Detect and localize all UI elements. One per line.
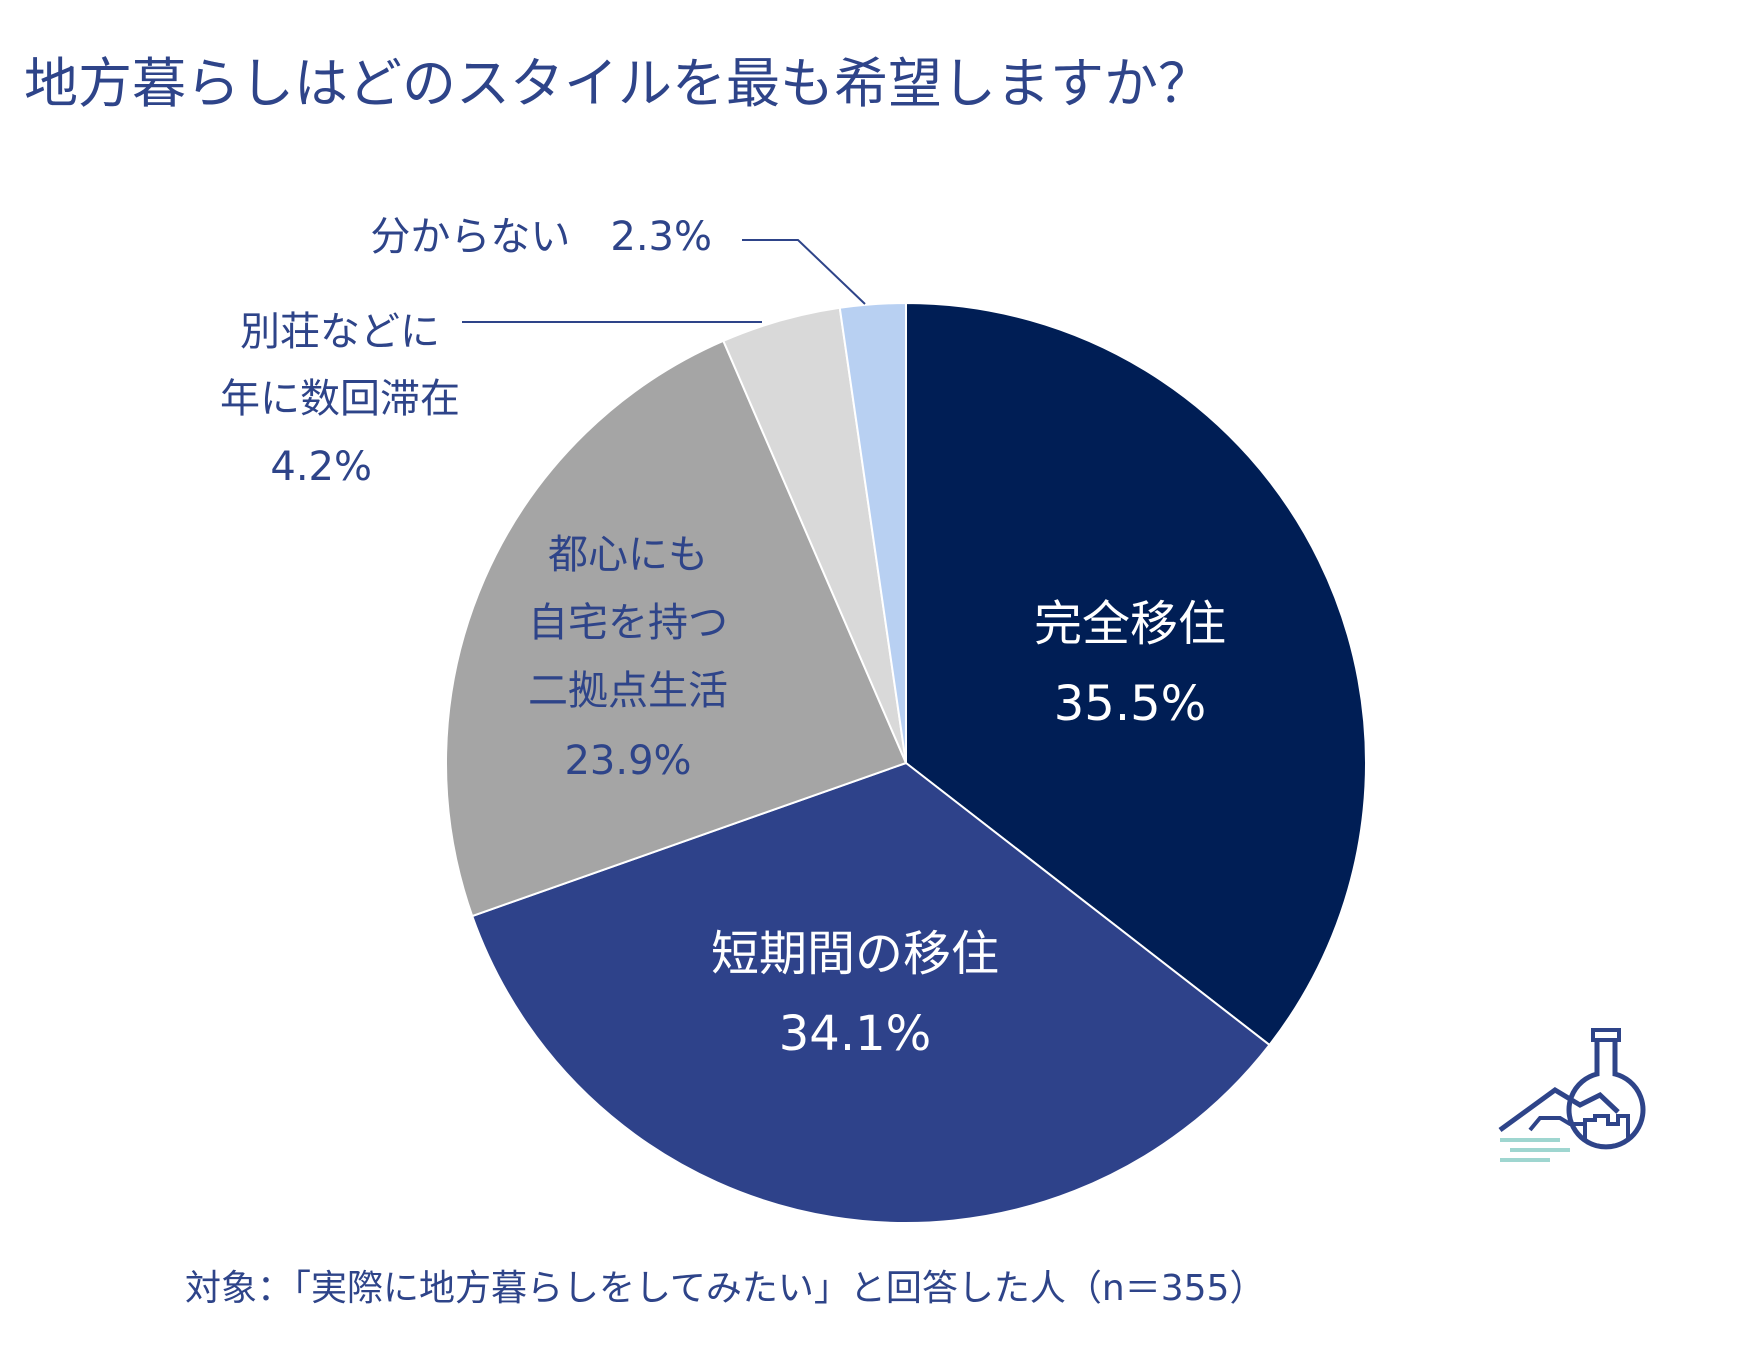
chart-title: 地方暮らしはどのスタイルを最も希望しますか？ — [24, 52, 1212, 115]
slice-value-label: 4.2% — [270, 444, 372, 490]
slice-label-nikyoten: 都心にも 自宅を持つ 二拠点生活 23.9% — [528, 532, 728, 784]
slice-label-wakaranai: 分からない 2.3% — [370, 214, 712, 260]
footnote: 対象：「実際に地方暮らしをしてみたい」と回答した人（n＝355） — [185, 1268, 1265, 1309]
slice-nikyoten — [445, 339, 908, 918]
slice-value-label: 35.5% — [1054, 676, 1206, 732]
slice-value-label: 34.1% — [779, 1006, 931, 1062]
slice-label-name: 完全移住 — [1034, 596, 1226, 652]
leader-line-wakaranai — [742, 239, 866, 305]
slice-label-kanzen-iju: 完全移住 35.5% — [1034, 596, 1226, 732]
slice-label-tankikan-iju: 短期間の移住 34.1% — [711, 926, 999, 1062]
slice-wakaranai — [838, 301, 907, 764]
flask-landscape-logo — [1498, 1028, 1646, 1162]
slice-label-line: 年に数回滞在 — [220, 376, 460, 422]
slice-label-bessou: 別荘などに 年に数回滞在 4.2% — [220, 309, 460, 490]
slice-label-line: 自宅を持つ — [528, 600, 728, 646]
slice-label-line: 二拠点生活 — [528, 668, 728, 714]
slice-label-line: 分からない 2.3% — [370, 214, 712, 260]
slice-label-name: 短期間の移住 — [711, 926, 999, 982]
slice-kanzen-iju — [905, 301, 1367, 1047]
slice-label-line: 別荘などに — [240, 309, 440, 355]
slice-value-label: 23.9% — [564, 738, 691, 784]
pie-slices — [445, 301, 1367, 1224]
slice-label-line: 都心にも — [548, 532, 708, 578]
slice-tankikan-iju — [470, 761, 1271, 1224]
